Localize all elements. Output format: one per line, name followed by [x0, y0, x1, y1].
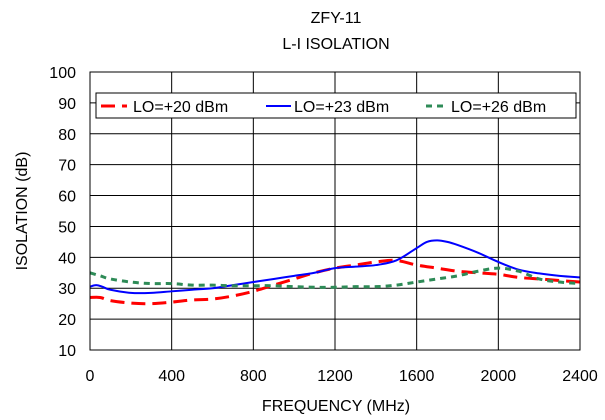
legend-box: [95, 92, 577, 119]
series-line-2: [89, 239, 581, 295]
y-tick-label: 40: [58, 250, 76, 267]
legend-label-3: LO=+26 dBm: [451, 99, 546, 116]
y-tick-label: 60: [58, 189, 76, 206]
x-axis-label: FREQUENCY (MHz): [262, 398, 410, 415]
series-lines: [89, 239, 581, 306]
y-tick-label: 10: [58, 343, 76, 360]
legend: LO=+20 dBm LO=+23 dBm LO=+26 dBm: [95, 92, 577, 119]
y-tick-label: 80: [58, 127, 76, 144]
y-tick-label: 100: [49, 65, 76, 82]
y-tick-label: 70: [58, 158, 76, 175]
y-tick-label: 50: [58, 219, 76, 236]
plot-area-frame: [89, 71, 581, 351]
x-tick-label: 800: [240, 368, 267, 385]
x-tick-label: 2000: [481, 368, 517, 385]
chart-title: ZFY-11: [311, 10, 362, 27]
chart-subtitle: L-I ISOLATION: [282, 36, 389, 53]
x-tick-label: 1600: [399, 368, 435, 385]
x-tick-label: 400: [158, 368, 185, 385]
legend-label-1: LO=+20 dBm: [133, 99, 228, 116]
series-line-3: [89, 266, 581, 289]
legend-label-2: LO=+23 dBm: [294, 99, 389, 116]
x-tick-label: 1200: [317, 368, 353, 385]
y-tick-label: 90: [58, 96, 76, 113]
x-tick-label: 0: [86, 368, 95, 385]
y-tick-label: 20: [58, 312, 76, 329]
tick-labels: 0 400 800 1200 1600 2000 2400 10 20 30 40 50 60 70 80 9…: [49, 65, 598, 385]
y-tick-label: 30: [58, 281, 76, 298]
y-axis-label: ISOLATION (dB): [14, 152, 31, 271]
x-tick-label: 2400: [562, 368, 598, 385]
